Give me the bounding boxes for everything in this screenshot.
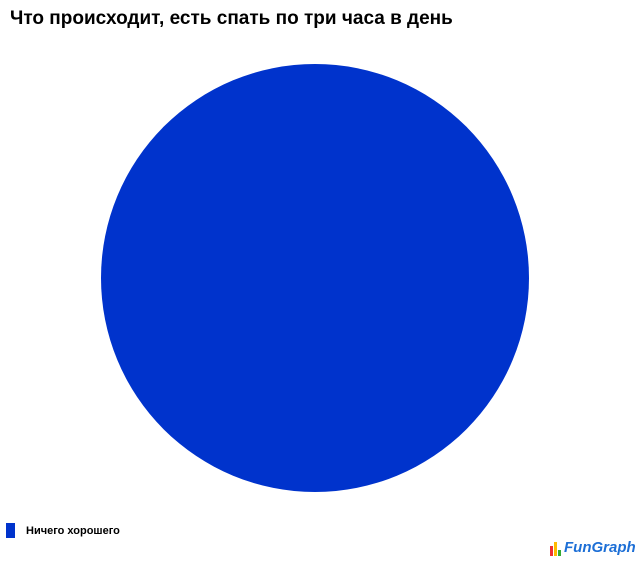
chart-title: Что происходит, есть спать по три часа в…	[10, 8, 453, 29]
pie-slice	[101, 64, 529, 492]
fungraph-logo: FunGraph	[550, 539, 636, 556]
legend: Ничего хорошего	[6, 523, 120, 538]
logo-bars-icon	[550, 542, 562, 556]
legend-swatch	[6, 523, 15, 538]
legend-label: Ничего хорошего	[26, 524, 120, 537]
logo-text: FunGraph	[564, 539, 636, 556]
